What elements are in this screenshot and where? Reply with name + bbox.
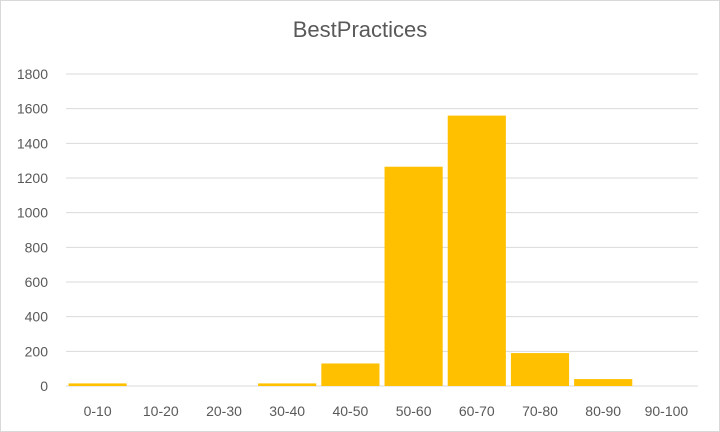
y-tick-label: 1400 — [17, 135, 48, 151]
y-tick-label: 400 — [25, 309, 49, 325]
x-tick-label: 0-10 — [84, 403, 112, 419]
x-tick-label: 50-60 — [396, 403, 432, 419]
bar-50-60 — [384, 166, 443, 386]
bar-30-40 — [258, 383, 317, 386]
x-tick-label: 30-40 — [269, 403, 305, 419]
x-tick-label: 10-20 — [143, 403, 179, 419]
x-tick-label: 40-50 — [332, 403, 368, 419]
bar-80-90 — [574, 379, 633, 386]
x-tick-label: 20-30 — [206, 403, 242, 419]
bar-70-80 — [510, 353, 570, 386]
x-axis-ticks: 0-10 10-20 20-30 30-40 40-50 50-60 60-70 70-80 8… — [84, 403, 689, 419]
y-tick-label: 0 — [40, 378, 48, 394]
y-tick-label: 1800 — [17, 66, 48, 82]
y-tick-label: 800 — [25, 239, 49, 255]
bar-40-50 — [321, 363, 380, 386]
x-tick-label: 80-90 — [585, 403, 621, 419]
x-tick-label: 90-100 — [645, 403, 689, 419]
y-tick-label: 200 — [25, 343, 49, 359]
y-tick-label: 1200 — [17, 170, 48, 186]
bar-60-70 — [447, 115, 506, 386]
x-tick-label: 60-70 — [459, 403, 495, 419]
bars — [68, 115, 633, 386]
y-tick-label: 600 — [25, 274, 49, 290]
gridlines — [66, 73, 698, 387]
bar-0-10 — [68, 383, 127, 386]
y-tick-label: 1000 — [17, 205, 48, 221]
y-axis-ticks: 0 200 400 600 800 1000 1200 1400 1600 1800 — [17, 66, 48, 394]
chart-title: BestPractices — [292, 17, 428, 42]
x-tick-label: 70-80 — [522, 403, 558, 419]
y-tick-label: 1600 — [17, 101, 48, 117]
